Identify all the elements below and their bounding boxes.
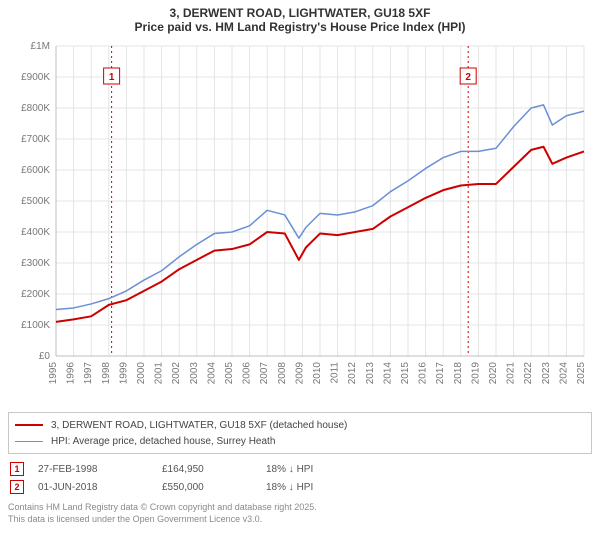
svg-text:£700K: £700K	[21, 134, 50, 145]
svg-text:2019: 2019	[470, 362, 481, 385]
footer-line-1: Contains HM Land Registry data © Crown c…	[8, 502, 592, 514]
sales-row: 1 27-FEB-1998 £164,950 18% ↓ HPI	[8, 460, 592, 478]
svg-text:2015: 2015	[400, 362, 411, 385]
svg-text:2: 2	[465, 72, 471, 83]
svg-text:£400K: £400K	[21, 227, 50, 238]
sales-marker: 2	[10, 480, 24, 494]
chart-title-block: 3, DERWENT ROAD, LIGHTWATER, GU18 5XF Pr…	[8, 6, 592, 34]
legend-row: 3, DERWENT ROAD, LIGHTWATER, GU18 5XF (d…	[15, 417, 585, 433]
svg-text:1998: 1998	[101, 362, 112, 385]
legend-swatch	[15, 424, 43, 426]
svg-text:2002: 2002	[171, 362, 182, 385]
sales-marker: 1	[10, 462, 24, 476]
svg-text:2000: 2000	[136, 362, 147, 385]
chart-area: £0 £100K £200K £300K £400K £500K £600K £700K £80…	[8, 38, 592, 408]
svg-text:2024: 2024	[558, 362, 569, 385]
svg-text:2006: 2006	[242, 362, 253, 385]
svg-text:2025: 2025	[576, 362, 587, 385]
svg-text:2020: 2020	[488, 362, 499, 385]
svg-text:£200K: £200K	[21, 289, 50, 300]
svg-text:2017: 2017	[435, 362, 446, 385]
svg-text:£900K: £900K	[21, 72, 50, 83]
svg-text:2010: 2010	[312, 362, 323, 385]
svg-text:2004: 2004	[206, 362, 217, 385]
svg-text:2005: 2005	[224, 362, 235, 385]
legend-swatch	[15, 441, 43, 442]
svg-text:2009: 2009	[294, 362, 305, 385]
svg-text:£1M: £1M	[31, 41, 50, 52]
sales-table: 1 27-FEB-1998 £164,950 18% ↓ HPI 2 01-JUN-201…	[8, 460, 592, 496]
svg-text:2003: 2003	[189, 362, 200, 385]
sales-price: £164,950	[162, 464, 252, 475]
svg-text:£300K: £300K	[21, 258, 50, 269]
svg-text:1999: 1999	[118, 362, 129, 385]
svg-text:£600K: £600K	[21, 165, 50, 176]
svg-text:£100K: £100K	[21, 320, 50, 331]
svg-text:£0: £0	[39, 351, 51, 362]
svg-text:2023: 2023	[541, 362, 552, 385]
title-line-1: 3, DERWENT ROAD, LIGHTWATER, GU18 5XF	[8, 6, 592, 20]
svg-text:2021: 2021	[506, 362, 517, 385]
svg-text:2013: 2013	[365, 362, 376, 385]
legend-row: HPI: Average price, detached house, Surr…	[15, 433, 585, 449]
svg-text:1997: 1997	[83, 362, 94, 385]
legend-box: 3, DERWENT ROAD, LIGHTWATER, GU18 5XF (d…	[8, 412, 592, 454]
sales-price: £550,000	[162, 482, 252, 493]
svg-text:2008: 2008	[277, 362, 288, 385]
svg-text:2007: 2007	[259, 362, 270, 385]
svg-text:2012: 2012	[347, 362, 358, 385]
svg-text:1: 1	[109, 72, 115, 83]
svg-text:1996: 1996	[66, 362, 77, 385]
legend-label: HPI: Average price, detached house, Surr…	[51, 436, 275, 447]
sales-date: 01-JUN-2018	[38, 482, 148, 493]
svg-text:1995: 1995	[48, 362, 59, 385]
svg-text:2001: 2001	[154, 362, 165, 385]
legend-label: 3, DERWENT ROAD, LIGHTWATER, GU18 5XF (d…	[51, 420, 347, 431]
sales-date: 27-FEB-1998	[38, 464, 148, 475]
line-chart-svg: £0 £100K £200K £300K £400K £500K £600K £700K £80…	[8, 38, 592, 408]
footer-attribution: Contains HM Land Registry data © Crown c…	[8, 502, 592, 525]
sales-delta: 18% ↓ HPI	[266, 482, 376, 493]
svg-text:2011: 2011	[330, 362, 341, 384]
footer-line-2: This data is licensed under the Open Gov…	[8, 514, 592, 526]
svg-text:2016: 2016	[418, 362, 429, 385]
sales-delta: 18% ↓ HPI	[266, 464, 376, 475]
svg-text:£500K: £500K	[21, 196, 50, 207]
svg-text:2014: 2014	[382, 362, 393, 385]
sales-row: 2 01-JUN-2018 £550,000 18% ↓ HPI	[8, 478, 592, 496]
svg-text:2022: 2022	[523, 362, 534, 385]
chart-container: { "title": { "line1": "3, DERWENT ROAD, …	[0, 0, 600, 529]
svg-text:2018: 2018	[453, 362, 464, 385]
svg-text:£800K: £800K	[21, 103, 50, 114]
title-line-2: Price paid vs. HM Land Registry's House …	[8, 20, 592, 34]
